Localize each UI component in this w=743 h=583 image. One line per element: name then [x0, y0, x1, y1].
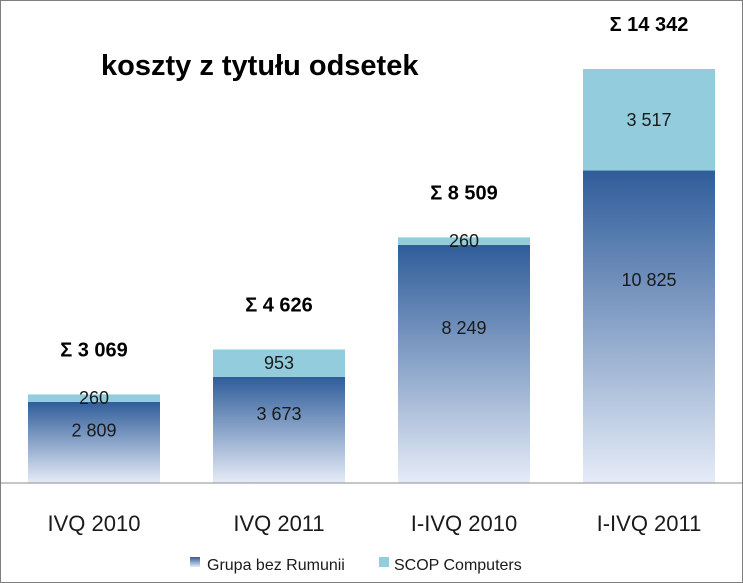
- data-label-grupa-ivq-2011: 3 673: [256, 404, 301, 424]
- category-label-ivq-2011: IVQ 2011: [233, 511, 324, 536]
- bar-grupa-ivq-2011: [213, 376, 345, 483]
- total-label-ivq-2011: Σ 4 626: [245, 294, 313, 316]
- bar-grupa-i-ivq-2010: [398, 244, 530, 483]
- legend: Grupa bez Rumunii SCOP Computers: [190, 557, 522, 574]
- data-label-scop-ivq-2011: 953: [264, 353, 294, 373]
- total-label-ivq-2010: Σ 3 069: [60, 339, 128, 361]
- data-label-grupa-i-ivq-2010: 8 249: [441, 318, 486, 338]
- total-label-i-ivq-2011: Σ 14 342: [610, 14, 689, 36]
- category-label-i-ivq-2011: I-IVQ 2011: [597, 511, 702, 536]
- category-label-ivq-2010: IVQ 2010: [48, 511, 141, 536]
- legend-label-grupa: Grupa bez Rumunii: [207, 557, 345, 574]
- plot-area: 2 809 260 Σ 3 069 3 673 953 Σ 4 626 8 249 260 Σ …: [28, 14, 715, 484]
- total-label-i-ivq-2010: Σ 8 509: [430, 182, 498, 204]
- legend-swatch-grupa: [190, 557, 200, 567]
- bar-scop-ivq-2011: [213, 349, 345, 377]
- data-label-scop-i-ivq-2011: 3 517: [626, 110, 671, 130]
- category-labels: IVQ 2010 IVQ 2011 I-IVQ 2010 I-IVQ 2011: [48, 511, 702, 536]
- legend-label-scop: SCOP Computers: [394, 557, 522, 574]
- data-label-grupa-ivq-2010: 2 809: [71, 420, 116, 440]
- category-label-i-ivq-2010: I-IVQ 2010: [411, 511, 517, 536]
- bar-grupa-i-ivq-2011: [583, 170, 715, 484]
- legend-swatch-scop: [379, 557, 389, 567]
- data-label-grupa-i-ivq-2011: 10 825: [621, 270, 676, 290]
- bar-scop-i-ivq-2011: [583, 69, 715, 171]
- data-label-scop-i-ivq-2010: 260: [449, 231, 479, 251]
- chart-title: koszty z tytułu odsetek: [101, 50, 419, 82]
- bar-scop-ivq-2010: [28, 394, 160, 402]
- bar-scop-i-ivq-2010: [398, 237, 530, 245]
- data-label-scop-ivq-2010: 260: [79, 388, 109, 408]
- bar-grupa-ivq-2010: [28, 401, 160, 483]
